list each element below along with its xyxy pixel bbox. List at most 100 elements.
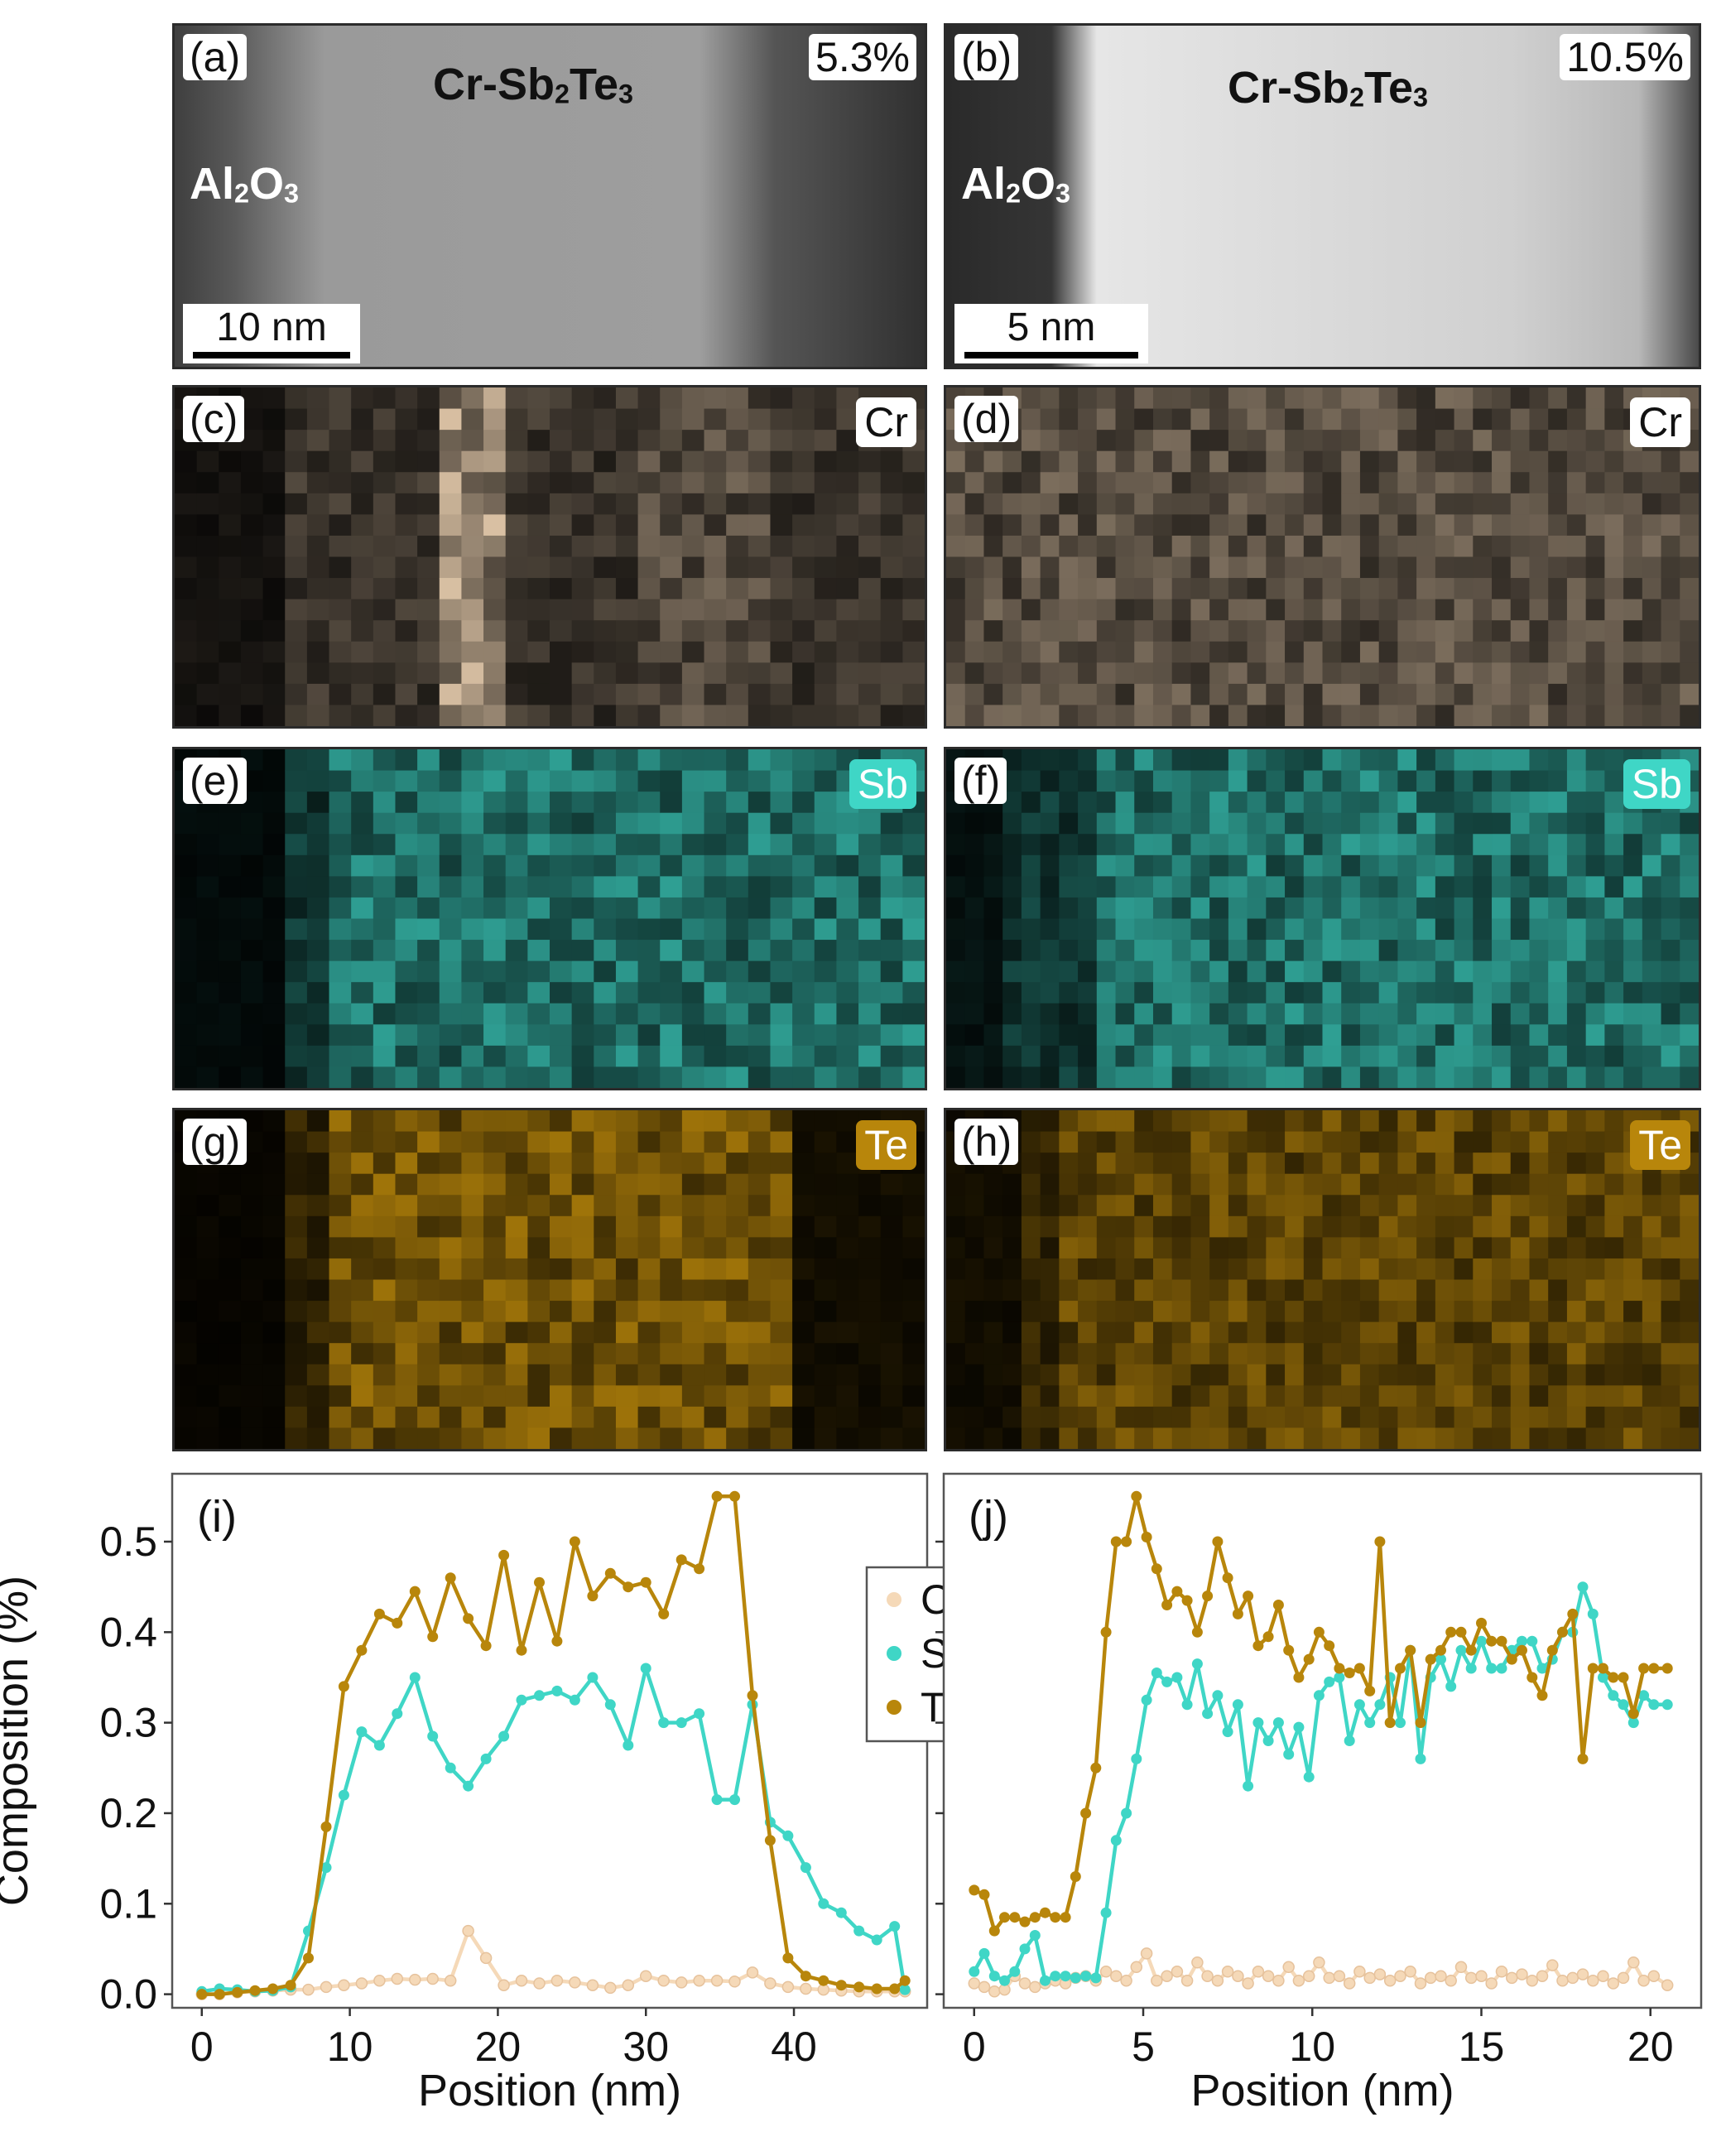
data-point-sb (1598, 1672, 1608, 1683)
data-point-cr (1435, 1970, 1447, 1982)
data-point-cr (1404, 1966, 1416, 1978)
data-point-te (1435, 1644, 1446, 1656)
data-point-cr (1617, 1971, 1630, 1985)
x-tick-label: 10 (1289, 2024, 1335, 2070)
film-label-a: Cr-Sb2Te3 (433, 60, 634, 109)
cr-map-grid-c (175, 387, 925, 726)
data-point-te (1131, 1490, 1142, 1502)
data-point-sb (1090, 1972, 1102, 1984)
data-point-cr (1414, 1977, 1427, 1990)
data-point-sb (1212, 1690, 1224, 1701)
data-point-te (1262, 1631, 1274, 1643)
data-point-sb (445, 1762, 456, 1773)
data-point-sb (658, 1717, 670, 1729)
element-badge-d: Cr (1630, 397, 1690, 447)
y-tick-label: 0.2 (99, 1790, 157, 1836)
data-point-te (782, 1952, 794, 1964)
data-point-te (658, 1608, 670, 1619)
data-point-sb (338, 1789, 349, 1801)
series-te (196, 1490, 911, 2000)
data-point-te (338, 1681, 349, 1692)
eds-map-d: (d) Cr (944, 385, 1701, 729)
data-point-sb (551, 1685, 563, 1696)
data-point-sb (516, 1694, 527, 1706)
data-point-te (1486, 1635, 1498, 1647)
data-point-sb (1577, 1581, 1589, 1593)
cr-map-grid-d (946, 387, 1699, 726)
data-point-sb (1455, 1644, 1467, 1656)
data-point-te (1110, 1536, 1122, 1547)
data-point-sb (978, 1947, 990, 1959)
data-point-te (285, 1980, 296, 1991)
x-tick-label: 5 (1132, 2024, 1155, 2070)
data-point-sb (1536, 1663, 1548, 1674)
x-tick-label: 0 (963, 2024, 986, 2070)
data-point-te (1191, 1626, 1203, 1638)
data-point-te (480, 1640, 492, 1652)
data-point-cr (1201, 1970, 1214, 1982)
data-point-te (1618, 1672, 1629, 1683)
te-map-grid-h (946, 1110, 1699, 1449)
data-point-te (1364, 1685, 1376, 1696)
data-point-sb (1415, 1753, 1426, 1764)
data-point-cr (1353, 1966, 1366, 1978)
data-point-sb (1344, 1735, 1355, 1746)
data-point-sb (498, 1730, 510, 1742)
data-point-sb (1364, 1717, 1376, 1729)
eds-map-e: (e) Sb (172, 747, 927, 1090)
data-point-te (1374, 1536, 1386, 1547)
data-point-te (871, 1983, 882, 1995)
x-tick-label: 20 (475, 2024, 522, 2070)
data-point-sb (1526, 1635, 1538, 1647)
data-point-sb (1141, 1694, 1152, 1706)
sb-map-grid-f (946, 749, 1699, 1088)
data-point-sb (999, 1975, 1010, 1986)
data-point-cr (639, 1970, 652, 1982)
data-point-te (356, 1644, 368, 1656)
data-point-te (1344, 1668, 1355, 1678)
panel-label-h: (h) (954, 1119, 1019, 1165)
data-point-sb (1608, 1690, 1619, 1701)
data-point-sb (1080, 1971, 1092, 1982)
data-point-te (1384, 1717, 1396, 1729)
data-point-te (1100, 1626, 1112, 1638)
oxide-label-b: Al2O3 (961, 159, 1071, 209)
data-point-sb (1040, 1975, 1051, 1986)
data-point-cr (373, 1974, 386, 1987)
data-point-te (1303, 1653, 1315, 1665)
data-point-sb (1587, 1608, 1599, 1619)
data-point-sb (835, 1907, 847, 1918)
data-point-te (1313, 1626, 1325, 1638)
data-point-te (1009, 1912, 1021, 1923)
data-point-cr (781, 1980, 795, 1994)
data-point-te (320, 1821, 332, 1832)
data-point-sb (1283, 1749, 1295, 1760)
data-point-sb (1334, 1672, 1345, 1683)
legend-marker-sb (887, 1646, 901, 1661)
y-tick-label: 0.0 (99, 1971, 157, 2018)
data-point-sb (1181, 1699, 1193, 1711)
data-point-sb (1648, 1699, 1660, 1711)
data-point-cr (1313, 1956, 1325, 1969)
data-point-cr (1018, 1977, 1031, 1990)
data-point-te (1536, 1690, 1548, 1701)
data-point-te (1587, 1663, 1599, 1674)
data-point-te (694, 1563, 705, 1575)
data-point-sb (1374, 1699, 1386, 1711)
x-tick-label: 20 (1627, 2024, 1674, 2070)
scale-bar-b: 5 nm (954, 304, 1148, 363)
data-point-te (747, 1690, 758, 1701)
data-point-sb (711, 1794, 723, 1806)
data-point-sb (800, 1862, 811, 1874)
data-point-sb (871, 1934, 882, 1946)
data-point-sb (1161, 1676, 1173, 1687)
composition-profiles: 0 10 20 30 40 0.0 0.1 0.2 0.3 0.4 0.5 Position (nm)… (0, 1472, 1703, 2115)
legend-marker-te (887, 1700, 901, 1715)
data-point-te (1283, 1644, 1295, 1656)
data-point-te (1181, 1595, 1193, 1606)
data-point-cr (1627, 1956, 1640, 1969)
data-point-te (1567, 1608, 1579, 1619)
data-point-te (463, 1613, 474, 1624)
data-point-te (1202, 1591, 1214, 1602)
data-point-te (1476, 1617, 1487, 1629)
